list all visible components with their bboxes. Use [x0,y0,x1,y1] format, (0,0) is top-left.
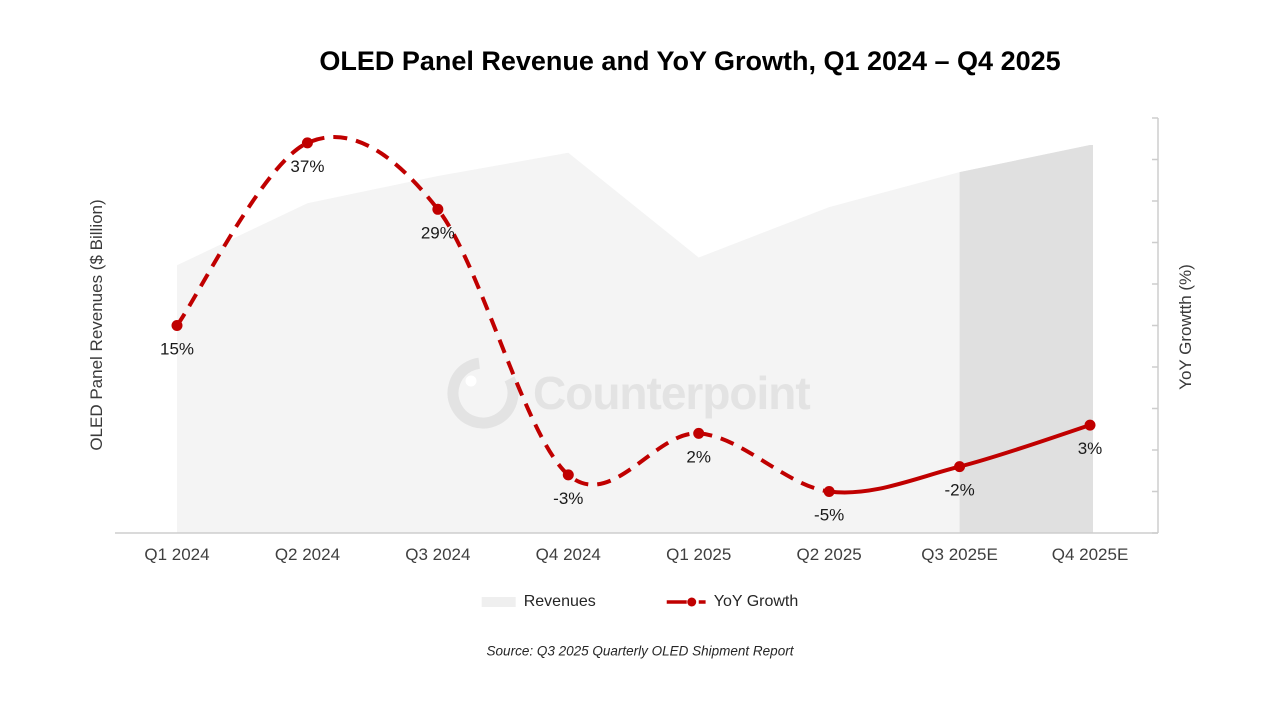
page-title: OLED Panel Revenue and YoY Growth, Q1 20… [319,46,1061,76]
legend-item-revenues: Revenues [481,593,596,611]
x-axis-label: Q1 2024 [144,545,209,564]
x-axis-label: Q1 2025 [666,545,731,564]
yoy-data-label: 37% [290,157,324,176]
legend-label-revenues: Revenues [523,593,596,610]
revenues-area [177,145,1093,533]
revenues-area-estimate [959,145,1093,533]
yoy-point [171,320,183,331]
yoy-point [954,461,966,473]
yoy-data-label: 15% [160,340,194,359]
yoy-data-label: -3% [553,489,583,508]
x-axis-label: Q2 2024 [275,545,340,564]
x-axis-label: Q3 2025E [921,545,998,564]
x-axis-label: Q2 2025 [797,545,862,564]
legend-label-yoy: YoY Growth [713,593,799,610]
yoy-data-label: 2% [686,447,711,466]
x-axis-label: Q4 2025E [1052,545,1129,564]
watermark-logo-dot [465,375,477,387]
yoy-point [562,469,574,481]
yoy-data-label: 29% [421,223,455,242]
revenues-swatch [481,597,516,607]
yoy-point [693,427,705,439]
x-axis-label: Q3 2024 [405,545,470,564]
yoy-data-label: -5% [814,506,844,525]
yoy-point [301,137,313,149]
legend: Revenues YoY Growth [481,593,799,611]
yoy-line-marker-icon [666,597,706,607]
source-note: Source: Q3 2025 Quarterly OLED Shipment … [486,643,794,659]
legend-item-yoy: YoY Growth [666,593,799,611]
yoy-data-label: -2% [944,481,974,500]
x-axis-label: Q4 2024 [536,545,601,564]
yoy-point [432,203,444,215]
watermark-logo-icon [447,357,519,429]
yoy-point [823,486,835,497]
yoy-data-label: 3% [1078,439,1103,458]
watermark-text: Counterpoint [533,367,810,419]
yoy-point [1084,419,1096,431]
